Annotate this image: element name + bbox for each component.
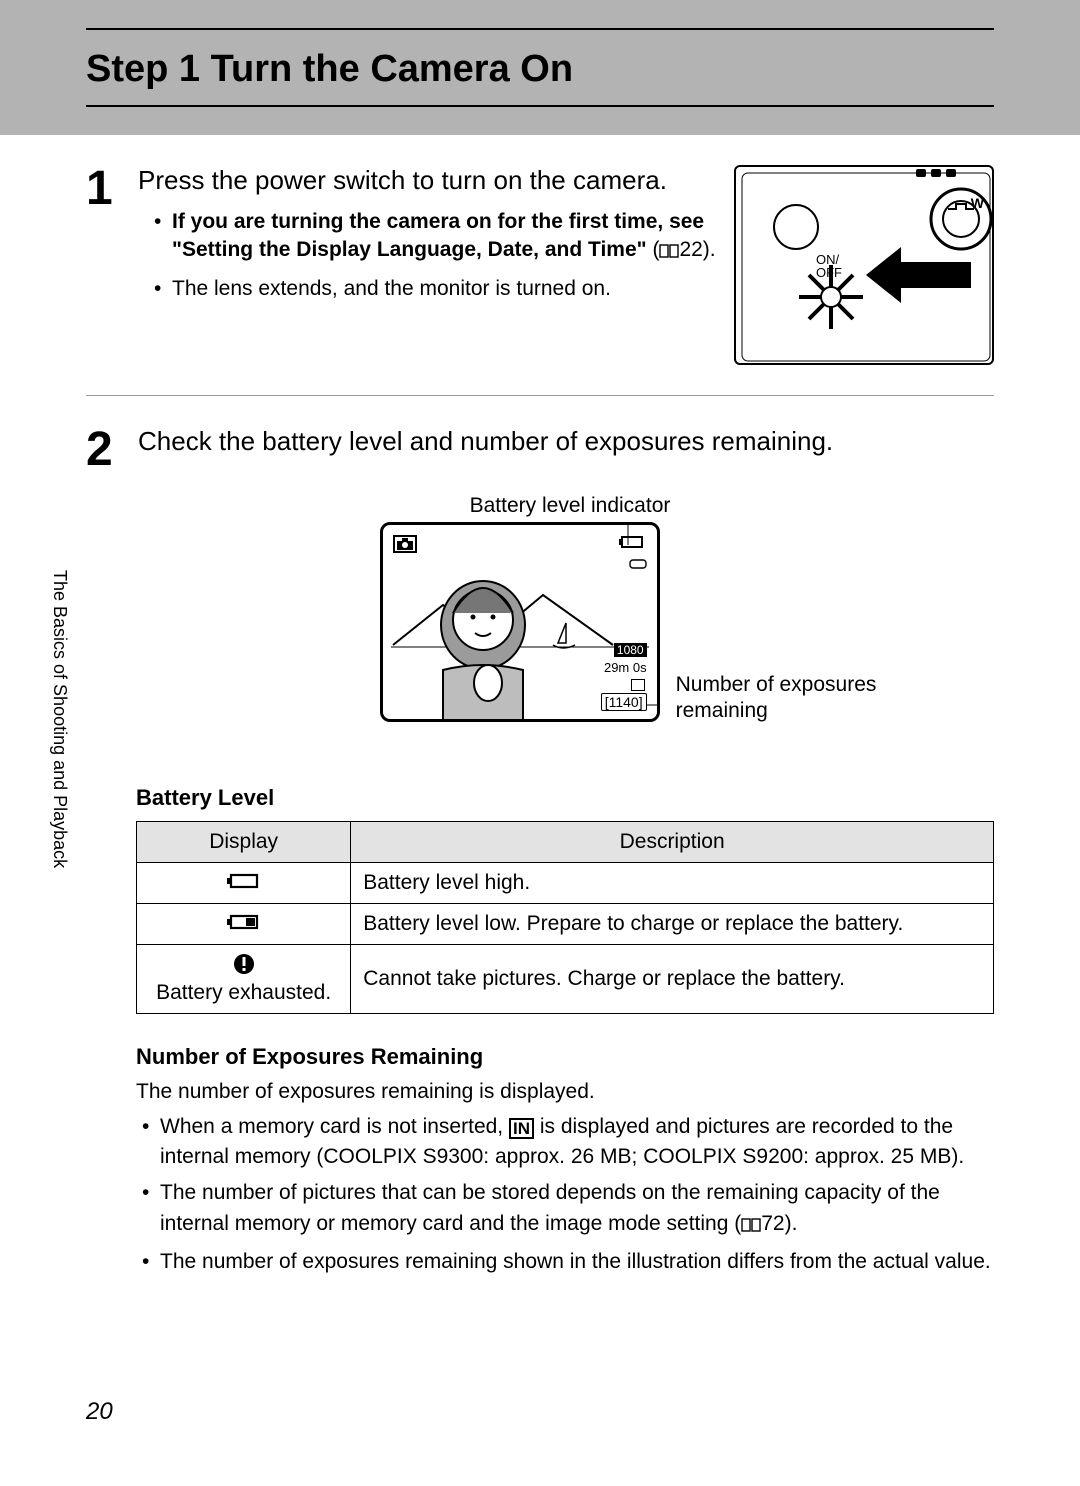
battery-low-icon: [137, 903, 351, 944]
step-lead: Press the power switch to turn on the ca…: [138, 165, 718, 196]
card-icon: [631, 679, 645, 691]
monitor-resolution: 1080: [614, 643, 647, 657]
camera-mode-icon: [393, 535, 417, 553]
step-2: 2 Check the battery level and number of …: [86, 396, 994, 474]
step-number: 2: [86, 426, 122, 474]
battery-exhausted-label: Battery exhausted.: [149, 981, 338, 1005]
book-ref-icon: [659, 238, 679, 266]
battery-level-table: Display Description Battery level high. …: [136, 821, 994, 1014]
exposures-section: Number of Exposures Remaining The number…: [136, 1044, 994, 1278]
battery-exhausted-cell: Battery exhausted.: [137, 944, 351, 1013]
side-section-label: The Basics of Shooting and Playback: [48, 570, 70, 900]
camera-illustration: W ON/ OFF: [734, 165, 994, 365]
battery-indicator-label: Battery level indicator: [470, 494, 671, 517]
bullet-bold-text: If you are turning the camera on for the…: [172, 210, 704, 261]
table-row: Battery exhausted. Cannot take pictures.…: [137, 944, 994, 1013]
battery-level-icon: [619, 535, 647, 574]
col-description: Description: [351, 821, 994, 862]
internal-memory-icon: IN: [509, 1118, 534, 1139]
monitor-figure: Battery level indicator: [86, 494, 994, 725]
monitor-illustration: 1080 29m 0s [1140]: [380, 522, 660, 722]
page-title: Step 1 Turn the Camera On: [86, 48, 994, 91]
table-row: Battery level low. Prepare to charge or …: [137, 903, 994, 944]
table-row: Battery level high.: [137, 862, 994, 903]
battery-exhausted-desc: Cannot take pictures. Charge or replace …: [351, 944, 994, 1013]
monitor-rec-time: 29m 0s: [604, 660, 647, 675]
step-1: 1 Press the power switch to turn on the …: [86, 135, 994, 365]
exposures-bullet-1: When a memory card is not inserted, IN i…: [136, 1112, 994, 1173]
col-display: Display: [137, 821, 351, 862]
monitor-exposure-count: [1140]: [601, 693, 647, 711]
exposures-label-1: Number of exposures: [676, 672, 877, 698]
warning-icon: [149, 953, 338, 981]
header-bar: Step 1 Turn the Camera On: [0, 0, 1080, 135]
exposures-title: Number of Exposures Remaining: [136, 1044, 994, 1070]
battery-level-title: Battery Level: [136, 785, 994, 811]
table-header-row: Display Description: [137, 821, 994, 862]
exposures-lead: The number of exposures remaining is dis…: [136, 1080, 994, 1104]
exposures-bullet-3: The number of exposures remaining shown …: [136, 1247, 994, 1277]
battery-high-icon: [137, 862, 351, 903]
bullet-first-time: If you are turning the camera on for the…: [154, 208, 718, 267]
step-lead: Check the battery level and number of ex…: [138, 426, 994, 457]
w-label: W: [971, 195, 984, 211]
step-number: 1: [86, 165, 122, 213]
on-off-label: ON/ OFF: [816, 253, 842, 279]
exposures-label-2: remaining: [676, 698, 877, 724]
battery-low-desc: Battery level low. Prepare to charge or …: [351, 903, 994, 944]
book-ref-icon: [741, 1211, 761, 1241]
battery-level-section: Battery Level Display Description Batter…: [136, 785, 994, 1014]
bullet-lens-extends: The lens extends, and the monitor is tur…: [154, 275, 718, 303]
page-number: 20: [86, 1398, 113, 1426]
exposures-bullet-2: The number of pictures that can be store…: [136, 1178, 994, 1241]
battery-high-desc: Battery level high.: [351, 862, 994, 903]
bullet-ref: 22).: [679, 238, 715, 261]
